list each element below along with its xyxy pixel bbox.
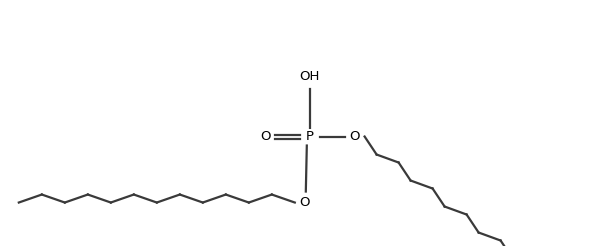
Text: P: P (306, 130, 314, 143)
Text: OH: OH (300, 70, 320, 83)
Text: O: O (260, 130, 270, 143)
Text: O: O (349, 130, 360, 143)
Text: O: O (300, 196, 310, 209)
